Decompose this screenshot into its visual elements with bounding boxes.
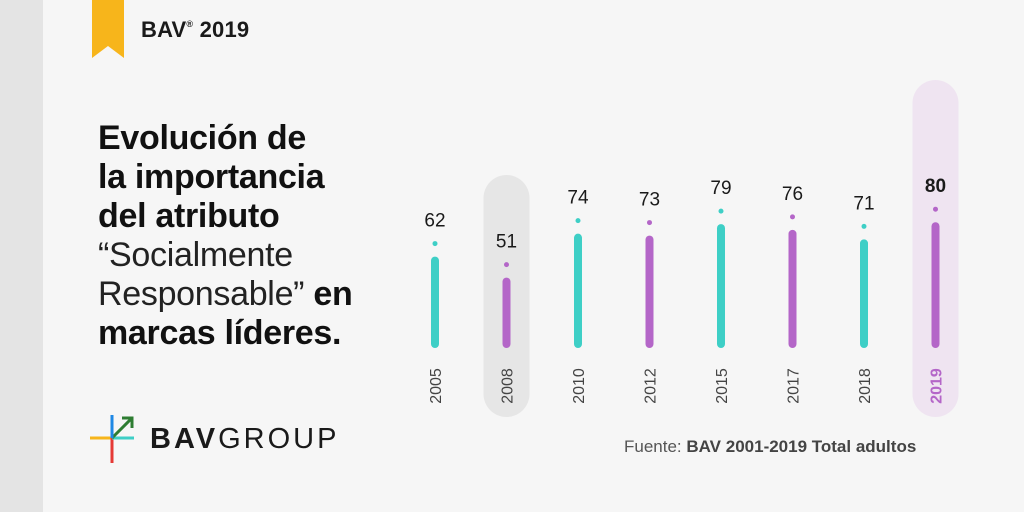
headline-line-5: Responsable” en: [98, 275, 418, 314]
bar-dot-2017: [790, 214, 795, 220]
headline-line-1: Evolución de: [98, 119, 306, 157]
value-label-2018: 71: [853, 193, 874, 214]
bar-dot-2015: [718, 208, 724, 214]
header-title: BAV® 2019: [141, 17, 250, 42]
source-note: Fuente: BAV 2001-2019 Total adultos: [624, 437, 917, 456]
bar-chart: 62 2005 51 2008 74 2010 73 2012 79 2015 76 2017 71 20…: [424, 80, 959, 417]
headline-line-6: marcas líderes.: [98, 314, 342, 352]
bar-dot-2008: [504, 262, 509, 268]
value-label-2015: 79: [710, 178, 731, 199]
value-label-2010: 74: [567, 188, 589, 209]
headline-line-2: la importancia: [98, 158, 325, 196]
bar-dot-2018: [861, 223, 867, 229]
year-label-2012: 2012: [643, 368, 660, 404]
headline: Evolución de la importancia del atributo…: [98, 119, 418, 353]
bar-dot-2019: [933, 206, 938, 212]
bar-dot-2005: [432, 241, 438, 247]
headline-line-3: del atributo: [98, 197, 280, 235]
headline-line-5-bold: en: [313, 275, 353, 313]
bar-dot-2010: [575, 218, 581, 224]
left-strip: [0, 0, 43, 512]
year-label-2015: 2015: [714, 368, 731, 404]
value-label-2008: 51: [496, 232, 517, 253]
year-label-2008: 2008: [500, 368, 517, 404]
bookmark-icon: [92, 0, 124, 58]
value-label-2019: 80: [925, 176, 946, 197]
value-label-2017: 76: [782, 184, 803, 205]
year-label-2005: 2005: [428, 368, 445, 404]
value-label-2012: 73: [639, 190, 660, 211]
year-label-2019: 2019: [929, 368, 946, 404]
bavgroup-logo-icon: [90, 415, 134, 463]
bavgroup-logo-text: BAVGROUP: [150, 423, 340, 455]
year-label-2017: 2017: [786, 368, 803, 404]
headline-line-4: “Socialmente: [98, 236, 293, 274]
year-label-2018: 2018: [857, 368, 874, 404]
headline-line-5-light: Responsable”: [98, 275, 305, 313]
bar-dot-2012: [647, 220, 652, 226]
value-label-2005: 62: [424, 211, 445, 232]
year-label-2010: 2010: [571, 368, 588, 404]
